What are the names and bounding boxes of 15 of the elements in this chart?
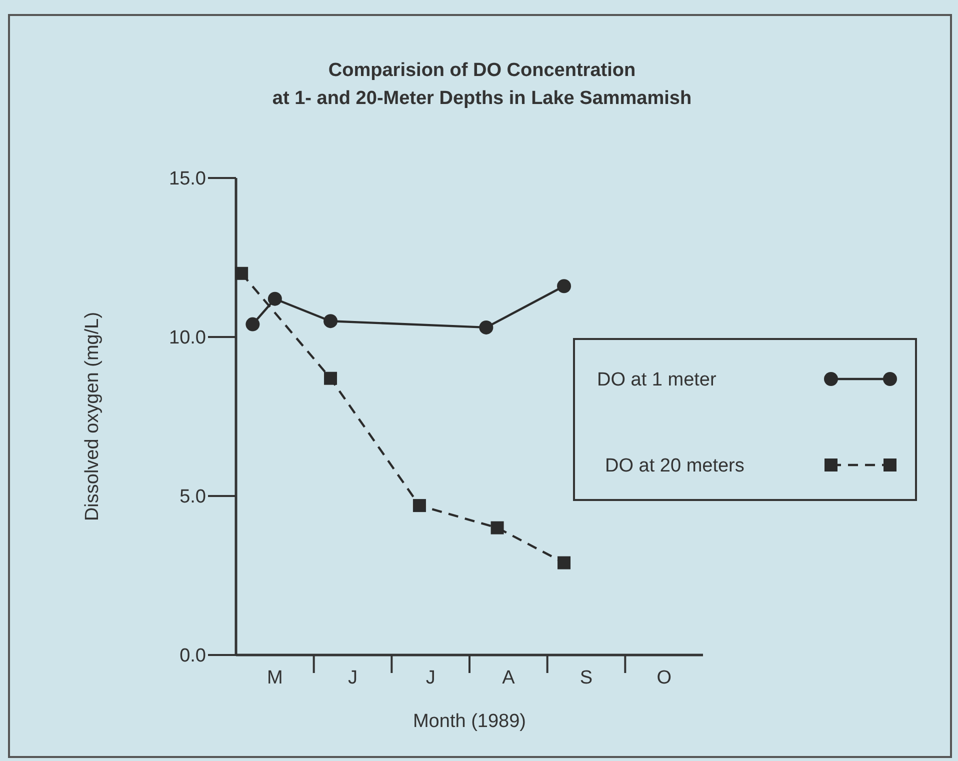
x-tick-label: S — [580, 668, 593, 689]
x-tick-label: J — [426, 668, 436, 689]
x-axis-title: Month (1989) — [412, 711, 526, 732]
y-tick-label: 5.0 — [180, 486, 206, 508]
chart-title: Comparision of DO Concentration at 1- and 20-Meter Depths in Lake Sammamish — [272, 60, 692, 109]
text: DO at 20 meters — [605, 456, 744, 477]
y-tick-label: 10.0 — [169, 328, 206, 349]
x-tick-label: O — [656, 668, 672, 689]
y-tick-label: 0.0 — [180, 646, 206, 667]
x-tick-label: A — [502, 668, 516, 689]
x-tick-label: J — [348, 668, 358, 689]
x-tick-label: M — [267, 668, 283, 689]
y-axis-title: Dissolved oxygen (mg/L) — [82, 312, 103, 522]
text: DO at 1 meter — [597, 370, 717, 391]
y-tick-label: 15.0 — [169, 168, 206, 190]
